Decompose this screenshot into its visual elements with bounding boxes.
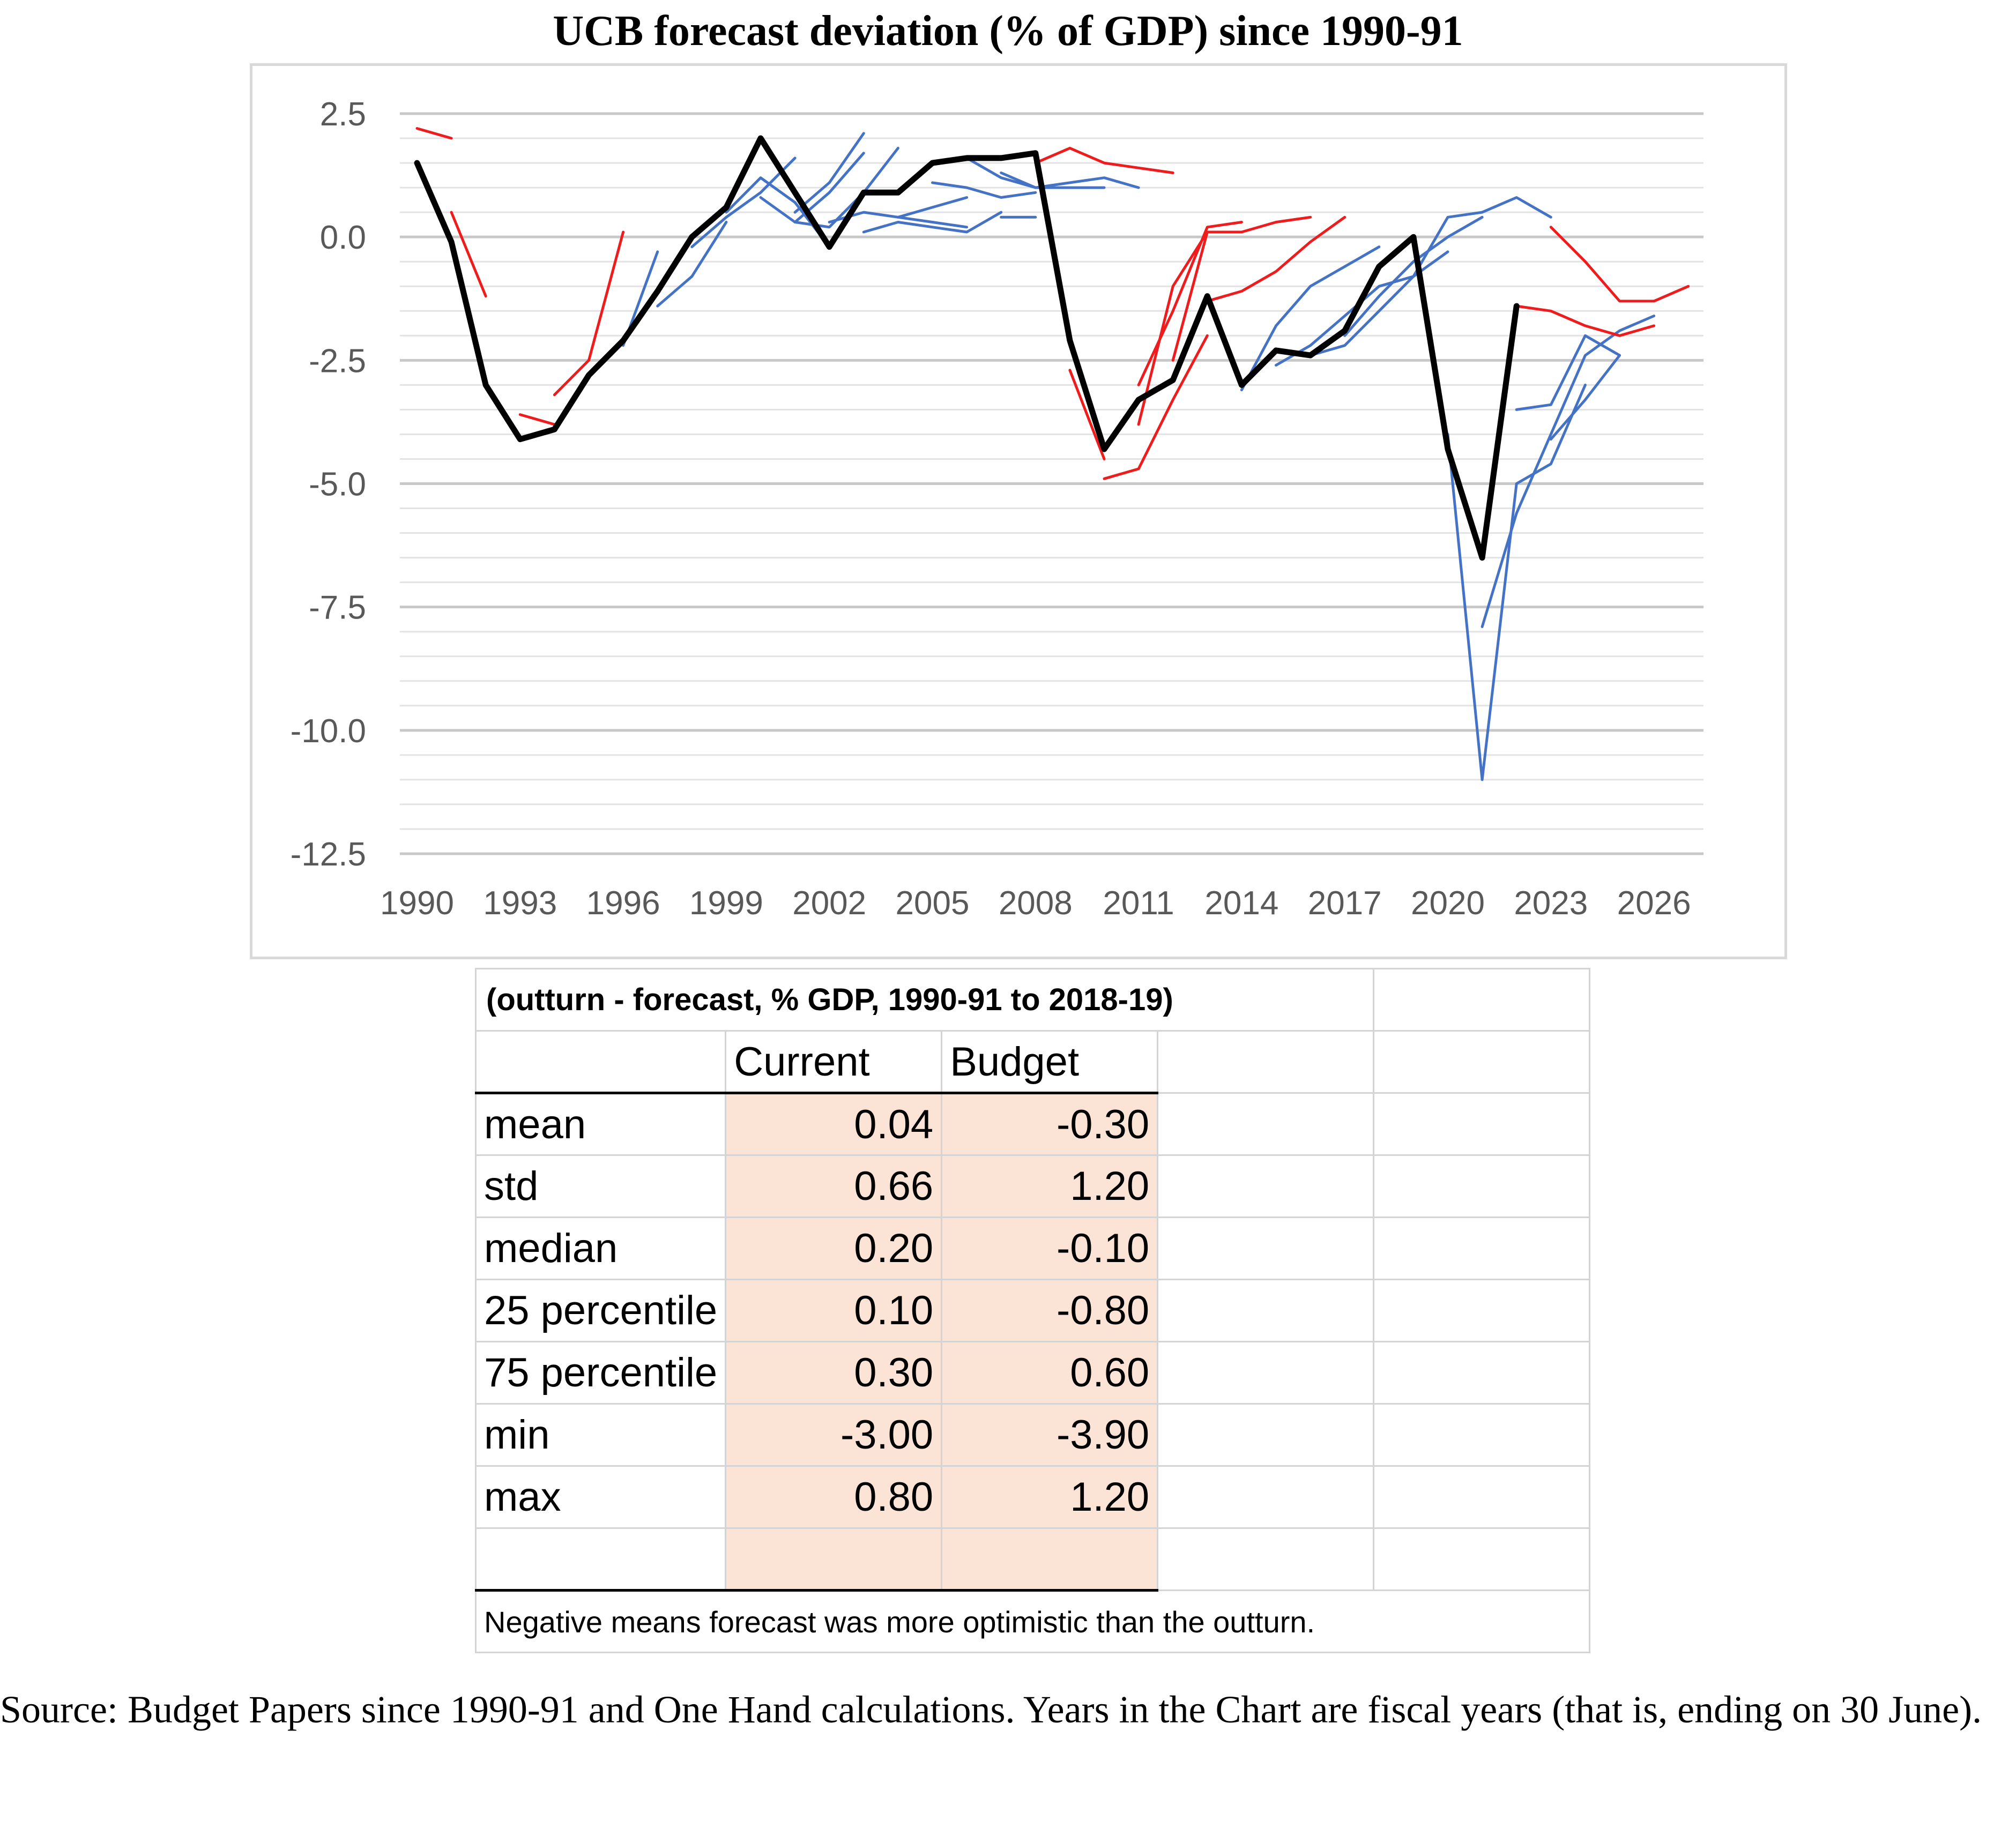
table-row: max 0.80 1.20: [474, 1465, 1591, 1529]
budget-forecast-line: [553, 359, 590, 397]
table-row: std 0.66 1.20: [474, 1154, 1591, 1218]
budget-value: -0.80: [941, 1279, 1159, 1342]
budget-forecast-line: [1103, 334, 1209, 480]
row-label: 75 percentile: [474, 1341, 727, 1405]
x-tick-label: 2014: [1204, 885, 1278, 922]
budget-forecast-line: [1206, 215, 1347, 303]
table-row: 25 percentile 0.10 -0.80: [474, 1279, 1591, 1342]
forecast-line: [1481, 315, 1656, 628]
budget-forecast-line: [1137, 221, 1243, 386]
outturn-line: [414, 135, 1520, 561]
budget-forecast-line: [1034, 146, 1174, 174]
y-tick-label: -10.0: [291, 713, 366, 750]
budget-forecast-line: [1549, 226, 1690, 303]
current-value: 0.66: [725, 1154, 943, 1218]
forecast-line: [759, 152, 865, 223]
series-lines: [414, 127, 1690, 781]
chart-area: -12.5 -10.0 -7.5 -5.0 -2.5 0.0 2.5 1990 1993 199…: [250, 63, 1787, 959]
table-row: min -3.00 -3.90: [474, 1403, 1591, 1467]
budget-forecast-line: [450, 211, 487, 298]
chart-title: UCB forecast deviation (% of GDP) since …: [553, 8, 1463, 55]
budget-forecast-line: [1068, 369, 1106, 460]
table-header-row: Current Budget: [474, 1030, 1591, 1094]
x-tick-label: 2008: [999, 885, 1073, 922]
y-tick-label: -2.5: [309, 342, 366, 379]
y-tick-label: 0.0: [320, 219, 366, 256]
budget-forecast-line: [415, 127, 453, 140]
forecast-line: [1515, 334, 1621, 411]
row-label: mean: [474, 1092, 727, 1156]
row-label: median: [474, 1217, 727, 1280]
forecast-line: [1412, 196, 1552, 278]
table-row: 75 percentile 0.30 0.60: [474, 1341, 1591, 1405]
x-tick-label: 2005: [896, 885, 970, 922]
table-subtitle-row: (outturn - forecast, % GDP, 1990-91 to 2…: [474, 968, 1591, 1032]
x-tick-label: 1990: [380, 885, 454, 922]
current-value: 0.80: [725, 1465, 943, 1529]
y-tick-label: -12.5: [291, 836, 366, 873]
x-tick-label: 2002: [792, 885, 866, 922]
current-value: 0.20: [725, 1217, 943, 1280]
y-tick-label: -7.5: [309, 589, 366, 626]
table-note-row: Negative means forecast was more optimis…: [474, 1589, 1591, 1653]
col-header-current: Current: [725, 1030, 943, 1094]
budget-forecast-line: [587, 230, 625, 362]
budget-forecast-line: [1515, 304, 1656, 337]
x-tick-label: 1999: [689, 885, 763, 922]
table-note: Negative means forecast was more optimis…: [474, 1589, 1591, 1653]
y-tick-label: -5.0: [309, 466, 366, 503]
y-axis: -12.5 -10.0 -7.5 -5.0 -2.5 0.0 2.5: [291, 96, 366, 873]
row-label: std: [474, 1154, 727, 1218]
line-chart: -12.5-10.0-7.5-5.0-2.50.02.5 1990 1993 199…: [291, 96, 1703, 922]
budget-value: -3.90: [941, 1403, 1159, 1467]
current-value: -3.00: [725, 1403, 943, 1467]
forecast-line: [1240, 245, 1381, 392]
forecast-line: [1549, 354, 1621, 441]
forecast-line: [1446, 383, 1587, 781]
forecast-line: [1309, 250, 1449, 357]
budget-value: 1.20: [941, 1465, 1159, 1529]
x-tick-label: 2023: [1514, 885, 1588, 922]
x-tick-label: 2017: [1308, 885, 1382, 922]
budget-forecast-line: [1137, 230, 1209, 426]
row-label: 25 percentile: [474, 1279, 727, 1342]
forecast-line: [896, 196, 969, 219]
table-row: mean 0.04 -0.30: [474, 1092, 1591, 1156]
forecast-line: [690, 156, 797, 249]
table-subtitle: (outturn - forecast, % GDP, 1990-91 to 2…: [474, 968, 1374, 1032]
x-tick-label: 1996: [586, 885, 660, 922]
x-axis: 1990 1993 1996 1999 2002 2005 2008 2011 2014 2017…: [380, 885, 1691, 922]
budget-value: -0.10: [941, 1217, 1159, 1280]
budget-forecast-line: [518, 413, 556, 426]
budget-forecast-line: [1171, 215, 1312, 362]
forecast-line: [793, 132, 865, 214]
x-tick-label: 1993: [483, 885, 557, 922]
forecast-line: [1343, 215, 1484, 337]
row-label: max: [474, 1465, 727, 1529]
budget-value: 0.60: [941, 1341, 1159, 1405]
current-value: 0.10: [725, 1279, 943, 1342]
table-empty-row: [474, 1527, 1591, 1592]
budget-value: 1.20: [941, 1154, 1159, 1218]
gridlines: [400, 112, 1703, 855]
row-label: min: [474, 1403, 727, 1467]
y-tick-label: 2.5: [320, 96, 366, 133]
x-tick-label: 2026: [1617, 885, 1691, 922]
x-tick-label: 2020: [1411, 885, 1485, 922]
current-value: 0.30: [725, 1341, 943, 1405]
stats-table: (outturn - forecast, % GDP, 1990-91 to 2…: [474, 968, 1591, 1653]
forecast-line: [862, 211, 1003, 234]
forecast-line: [931, 181, 1037, 199]
forecast-line: [656, 221, 728, 308]
current-value: 0.04: [725, 1092, 943, 1156]
col-header-budget: Budget: [941, 1030, 1159, 1094]
budget-value: -0.30: [941, 1092, 1159, 1156]
table-row: median 0.20 -0.10: [474, 1217, 1591, 1280]
source-note: Source: Budget Papers since 1990-91 and …: [0, 1688, 1982, 1731]
forecast-line: [1000, 171, 1140, 189]
x-tick-label: 2011: [1103, 885, 1174, 922]
